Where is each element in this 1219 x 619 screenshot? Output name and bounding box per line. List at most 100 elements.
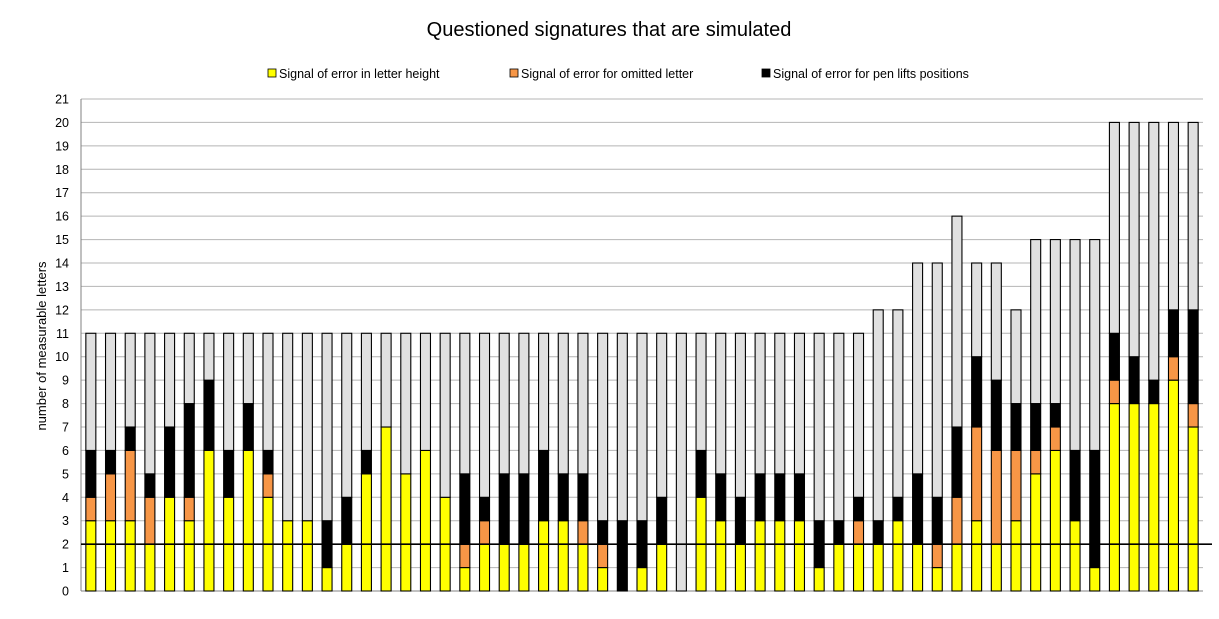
bar-segment-letter-height — [242, 449, 254, 592]
bar-segment-remaining — [715, 332, 727, 475]
bar-segment-pen-lifts — [793, 473, 806, 522]
bar-segment-remaining — [695, 332, 707, 451]
bar-segment-pen-lifts — [1148, 379, 1160, 405]
y-tick-label: 8 — [62, 397, 69, 411]
bar-segment-pen-lifts — [695, 449, 707, 498]
y-tick-label: 2 — [62, 538, 69, 552]
bar-segment-letter-height — [557, 520, 569, 592]
bar-segment-letter-height — [951, 543, 963, 592]
bar-segment-remaining — [675, 332, 687, 592]
bar-segment-letter-height — [1030, 473, 1042, 592]
bar-segment-letter-height — [931, 567, 943, 592]
y-tick-label: 18 — [55, 163, 69, 177]
bar-segment-letter-height — [833, 543, 845, 592]
y-tick-label: 13 — [55, 280, 69, 294]
bar-segment-letter-height — [400, 473, 412, 592]
bar-segment-omitted-letter — [597, 543, 609, 569]
legend-label-height: Signal of error in letter height — [279, 67, 440, 81]
bar-segment-remaining — [1148, 121, 1160, 381]
bar-segment-letter-height — [774, 520, 786, 592]
bar-segment-pen-lifts — [774, 473, 786, 522]
bar-segment-remaining — [1069, 239, 1081, 451]
bar-segment-letter-height — [577, 543, 589, 592]
bar-segment-pen-lifts — [833, 520, 845, 545]
bar-segment-remaining — [164, 332, 176, 428]
bar-segment-remaining — [301, 332, 313, 522]
bar-segment-pen-lifts — [498, 473, 510, 545]
bar-segment-pen-lifts — [1030, 403, 1042, 451]
bar-segment-remaining — [104, 332, 117, 451]
bar-segment-remaining — [223, 332, 235, 451]
bar-segment-omitted-letter — [144, 496, 156, 545]
bar-segment-pen-lifts — [223, 449, 235, 498]
bar-segment-pen-lifts — [872, 520, 884, 545]
bar-segment-pen-lifts — [124, 426, 136, 451]
bar-segment-pen-lifts — [557, 473, 569, 522]
bar-segment-remaining — [183, 332, 195, 405]
bar-segment-letter-height — [1089, 567, 1101, 592]
bar-segment-pen-lifts — [1187, 309, 1199, 405]
bar-segment-remaining — [1187, 121, 1199, 311]
legend-label-omitted: Signal of error for omitted letter — [521, 67, 693, 81]
bar-segment-letter-height — [459, 567, 471, 592]
bar-segment-remaining — [577, 332, 589, 475]
bar-segment-pen-lifts — [852, 496, 865, 522]
bar-segment-pen-lifts — [1049, 403, 1061, 428]
y-tick-label: 4 — [62, 491, 69, 505]
bar-segment-pen-lifts — [518, 473, 530, 545]
bar-segment-remaining — [636, 332, 648, 522]
bar-segment-letter-height — [85, 520, 97, 592]
bar-segment-letter-height — [734, 543, 746, 592]
y-tick-label: 5 — [62, 467, 69, 481]
bar-segment-omitted-letter — [1108, 379, 1120, 405]
bar-segment-omitted-letter — [577, 520, 589, 545]
bar-segment-remaining — [242, 332, 254, 405]
y-tick-label: 12 — [55, 303, 69, 317]
bar-segment-omitted-letter — [183, 496, 195, 522]
bar-segment-omitted-letter — [104, 473, 117, 522]
bar-segment-pen-lifts — [478, 496, 491, 522]
bar-segment-omitted-letter — [85, 496, 97, 522]
bar-segment-letter-height — [754, 520, 766, 592]
bar-segment-letter-height — [341, 543, 353, 592]
bar-segment-pen-lifts — [734, 496, 746, 545]
bar-segment-remaining — [892, 309, 904, 498]
bar-segment-pen-lifts — [951, 426, 963, 498]
bar-segment-pen-lifts — [144, 473, 156, 498]
y-tick-label: 16 — [55, 210, 69, 224]
bar-segment-pen-lifts — [262, 449, 274, 475]
bar-segment-pen-lifts — [715, 473, 727, 522]
bar-segment-remaining — [557, 332, 569, 475]
bar-segment-pen-lifts — [104, 449, 117, 475]
bar-segment-letter-height — [1187, 426, 1199, 592]
legend-label-penlifts: Signal of error for pen lifts positions — [773, 67, 969, 81]
bar-segment-pen-lifts — [912, 473, 924, 545]
bar-segment-remaining — [1108, 121, 1120, 334]
y-tick-label: 21 — [55, 93, 69, 107]
bar-segment-letter-height — [813, 567, 825, 592]
bar-segment-remaining — [1030, 239, 1042, 405]
bar-segment-omitted-letter — [852, 520, 865, 545]
bar-segment-omitted-letter — [478, 520, 491, 545]
bar-segment-omitted-letter — [1049, 426, 1061, 451]
bar-segment-letter-height — [1049, 449, 1061, 592]
bar-segment-remaining — [478, 332, 491, 498]
y-tick-label: 11 — [56, 327, 69, 341]
bar-segment-omitted-letter — [1010, 449, 1022, 522]
legend-swatch-omitted — [509, 68, 519, 78]
bar-segment-pen-lifts — [164, 426, 176, 498]
bar-segment-omitted-letter — [1030, 449, 1042, 475]
bar-segment-letter-height — [656, 543, 668, 592]
bar-segment-letter-height — [360, 473, 372, 592]
bar-segment-letter-height — [321, 567, 333, 592]
bar-segment-pen-lifts — [990, 379, 1002, 451]
bar-segment-letter-height — [990, 543, 1002, 592]
bar-segment-pen-lifts — [459, 473, 471, 545]
bar-segment-pen-lifts — [616, 520, 628, 592]
bar-segment-letter-height — [1148, 403, 1160, 592]
bar-segment-remaining — [439, 332, 451, 498]
y-tick-label: 17 — [55, 186, 69, 200]
bar-segment-letter-height — [104, 520, 117, 592]
bar-segment-remaining — [380, 332, 392, 428]
bar-segment-pen-lifts — [183, 403, 195, 498]
